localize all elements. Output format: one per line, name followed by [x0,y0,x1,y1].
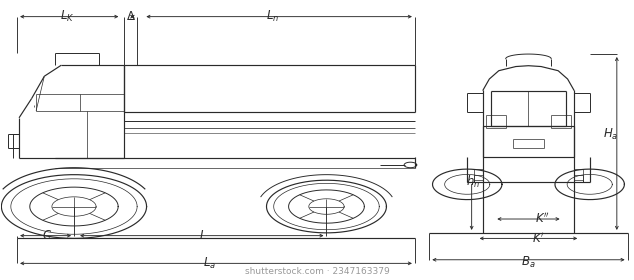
Text: $L_a$: $L_a$ [203,256,216,271]
Text: $L_K$: $L_K$ [60,9,75,24]
Text: shutterstock.com · 2347163379: shutterstock.com · 2347163379 [245,267,389,276]
Text: $C$: $C$ [42,229,53,242]
Text: $B_a$: $B_a$ [521,255,536,270]
Text: $L_n$: $L_n$ [266,9,280,24]
Text: $K^{\prime}$: $K^{\prime}$ [531,231,544,246]
Text: $h_n$: $h_n$ [466,174,480,190]
Text: $L$: $L$ [200,229,207,242]
Text: $K^{\prime\prime}$: $K^{\prime\prime}$ [536,212,550,226]
Text: $\Delta$: $\Delta$ [126,10,136,23]
Text: $H_a$: $H_a$ [603,127,618,142]
